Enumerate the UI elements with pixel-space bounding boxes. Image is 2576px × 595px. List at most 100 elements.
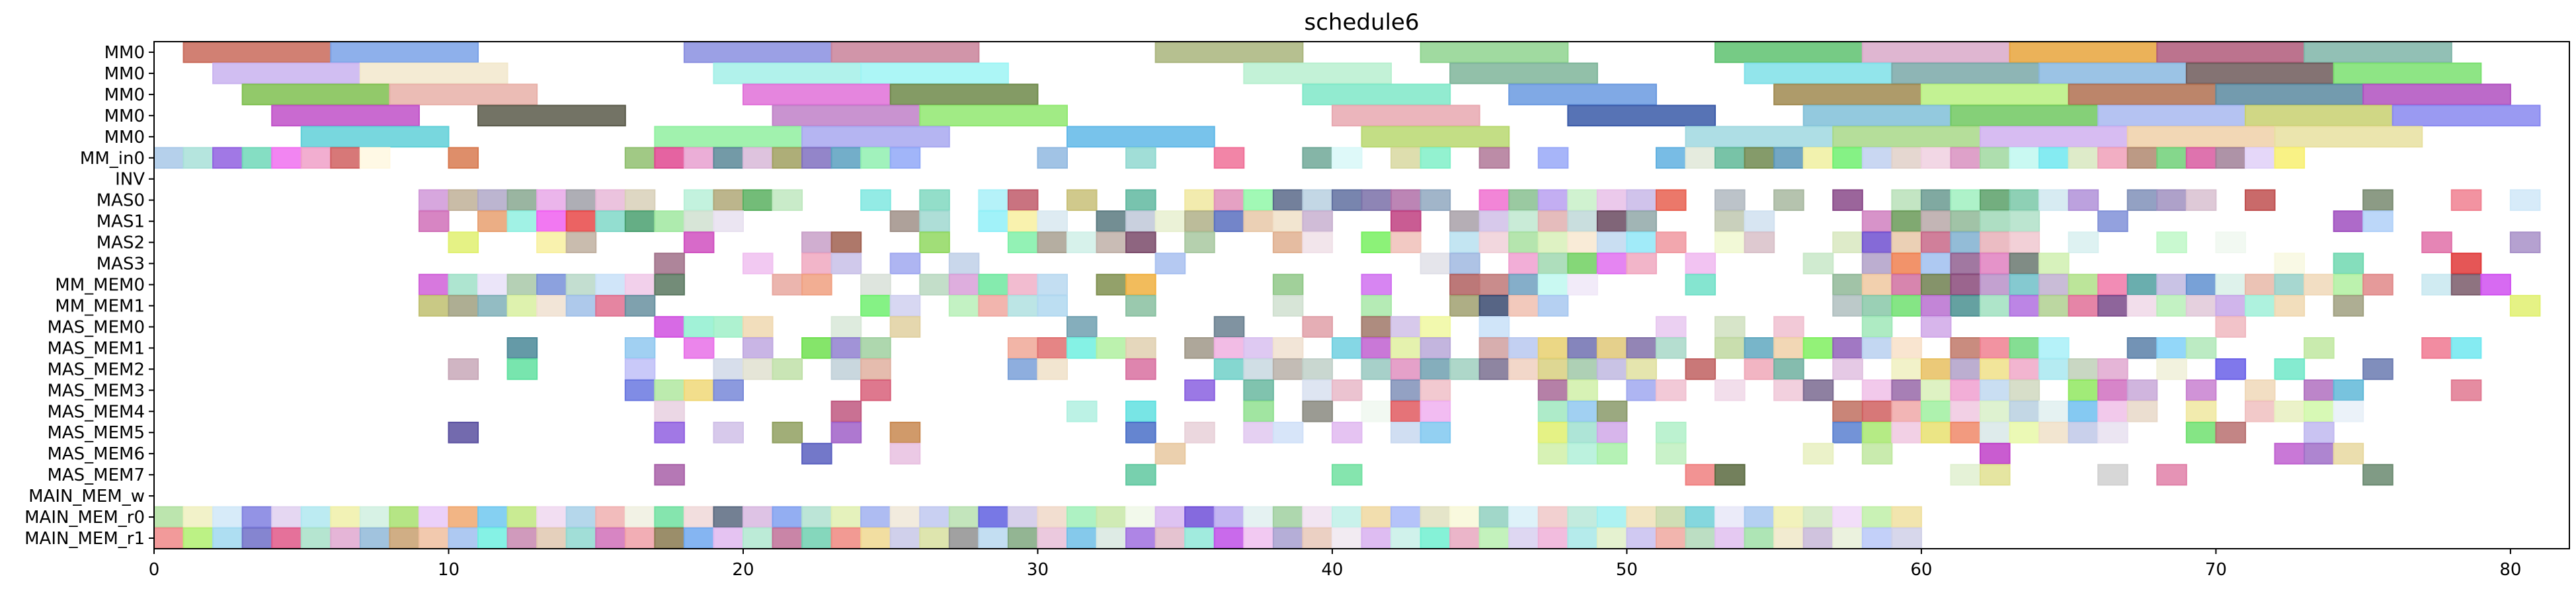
task-bar (1567, 337, 1598, 359)
task-bar (1390, 400, 1422, 422)
task-bar (1773, 527, 1804, 549)
task-bar (1920, 253, 1952, 274)
task-bar (1420, 506, 1451, 528)
task-bar (654, 316, 685, 338)
task-bar (153, 527, 184, 549)
y-tick-label: MAIN_MEM_r1 (24, 529, 145, 549)
task-bar (1154, 442, 1186, 465)
task-bar (1449, 358, 1480, 380)
task-bar (1685, 463, 1716, 486)
task-bar (2450, 274, 2482, 296)
task-bar (1243, 400, 1274, 422)
task-bar (300, 147, 332, 169)
task-bar (1596, 400, 1628, 422)
task-bar (624, 527, 656, 549)
task-bar (1537, 442, 1569, 465)
task-bar (624, 189, 656, 212)
task-bar (919, 210, 950, 232)
task-bar (1420, 421, 1451, 444)
task-bar (448, 358, 479, 380)
task-bar (713, 358, 744, 380)
task-bar (2156, 337, 2187, 359)
task-bar (418, 274, 450, 296)
task-bar (212, 527, 243, 549)
task-bar (1125, 274, 1156, 296)
task-bar (1420, 337, 1451, 359)
task-bar (1596, 231, 1628, 253)
task-bar (506, 337, 538, 359)
task-bar (1213, 527, 1245, 549)
task-bar (1420, 316, 1451, 338)
y-tick-label: MM0 (104, 85, 145, 105)
task-bar (241, 527, 273, 549)
task-bar (2038, 253, 2070, 274)
task-bar (1802, 253, 1834, 274)
task-bar (1950, 358, 1982, 380)
task-bar (1714, 231, 1746, 253)
task-bar (1420, 527, 1451, 549)
task-bar (389, 83, 538, 106)
task-bar (2450, 379, 2482, 401)
task-bar (713, 189, 744, 212)
task-bar (1832, 421, 1863, 444)
task-bar (2126, 274, 2158, 296)
task-bar (919, 274, 950, 296)
task-bar (1980, 295, 2011, 317)
task-bar (1302, 147, 1333, 169)
task-bar (1037, 231, 1068, 253)
task-bar (1478, 337, 1510, 359)
task-bar (506, 358, 538, 380)
task-bar (1744, 358, 1775, 380)
task-bar (2097, 379, 2128, 401)
task-bar (1655, 147, 1687, 169)
task-bar (2215, 295, 2246, 317)
task-bar (830, 527, 862, 549)
task-bar (2304, 421, 2335, 444)
task-bar (1067, 126, 1215, 148)
task-bar (830, 316, 862, 338)
task-bar (1920, 147, 1952, 169)
task-bar (830, 253, 862, 274)
task-bar (948, 253, 980, 274)
task-bar (1331, 527, 1363, 549)
task-bar (2333, 379, 2364, 401)
task-bar (1007, 295, 1039, 317)
task-bar (889, 210, 921, 232)
task-bar (1184, 421, 1215, 444)
task-bar (1714, 316, 1746, 338)
task-bar (595, 527, 626, 549)
task-bar (2215, 358, 2246, 380)
task-bar (1861, 421, 1893, 444)
task-bar (654, 400, 685, 422)
task-bar (1272, 506, 1304, 528)
task-bar (654, 379, 685, 401)
task-bar (153, 506, 184, 528)
task-bar (565, 231, 597, 253)
y-tick-label: MAS_MEM1 (47, 338, 145, 358)
task-bar (919, 189, 950, 212)
task-bar (742, 253, 774, 274)
task-bar (1390, 316, 1422, 338)
task-bar (1832, 147, 1863, 169)
task-bar (1861, 41, 2011, 63)
task-bar (1067, 400, 1098, 422)
task-bar (477, 189, 508, 212)
task-bar (1390, 189, 1422, 212)
task-bar (1007, 527, 1039, 549)
task-bar (1980, 147, 2011, 169)
task-bar (624, 358, 656, 380)
task-bar (1478, 506, 1510, 528)
task-bar (1920, 379, 1952, 401)
task-bar (1508, 83, 1657, 106)
task-bar (1007, 189, 1039, 212)
task-bar (1714, 379, 1746, 401)
task-bar (1243, 421, 1274, 444)
task-bar (1125, 210, 1156, 232)
task-bar (2304, 274, 2335, 296)
task-bar (1980, 126, 2128, 148)
task-bar (1508, 295, 1539, 317)
task-bar (2215, 83, 2364, 106)
task-bar (919, 104, 1068, 127)
task-bar (860, 62, 1009, 85)
task-bar (1655, 337, 1687, 359)
